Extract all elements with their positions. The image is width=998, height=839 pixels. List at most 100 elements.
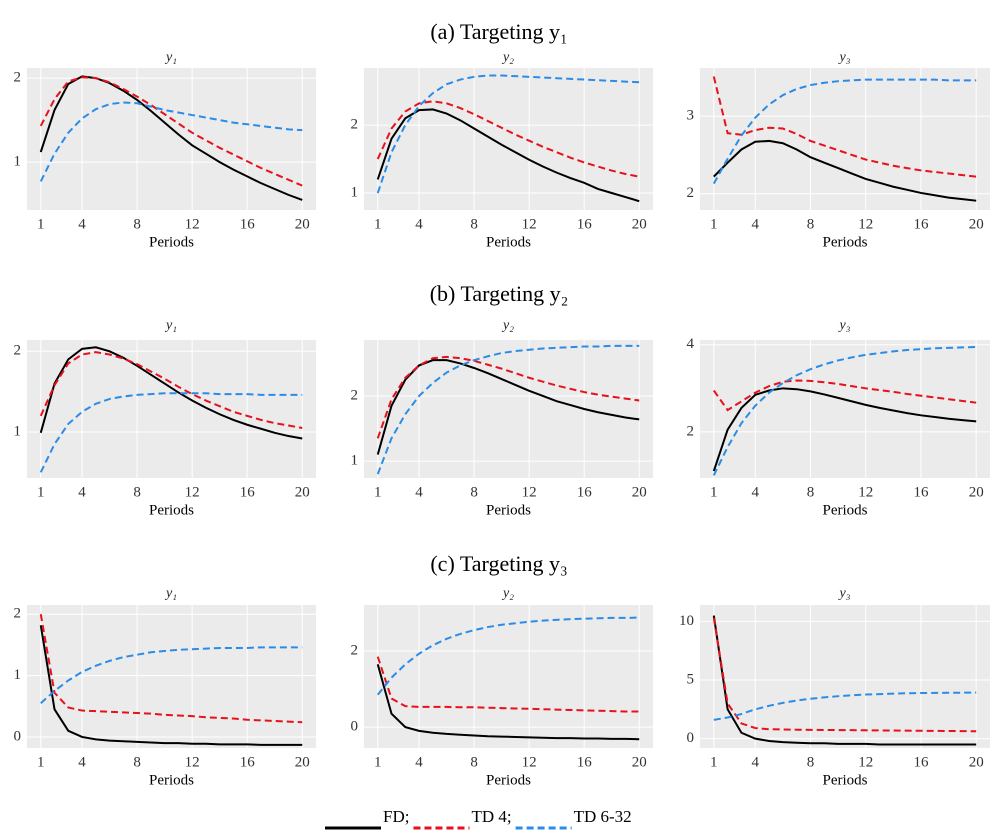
y-tick-label: 1 xyxy=(351,453,359,469)
plot-background xyxy=(27,605,316,748)
y-tick-label: 4 xyxy=(687,336,695,352)
x-tick-label: 12 xyxy=(185,216,200,232)
x-tick-label: 8 xyxy=(807,754,815,770)
panel-title: y₃ xyxy=(837,586,850,601)
series-line xyxy=(40,646,303,704)
x-axis-label: Periods xyxy=(149,502,194,518)
x-tick-label: 4 xyxy=(78,754,86,770)
plot-background xyxy=(364,68,653,210)
y-tick-label: 0 xyxy=(687,730,695,746)
legend-label: FD; xyxy=(383,807,409,826)
x-tick-label: 16 xyxy=(240,754,256,770)
series-line xyxy=(39,614,303,724)
x-tick-label: 20 xyxy=(632,216,647,232)
x-tick-label: 4 xyxy=(415,754,423,770)
x-tick-label: 16 xyxy=(913,484,929,500)
x-axis-label: Periods xyxy=(823,502,868,518)
x-axis-label: Periods xyxy=(149,772,194,788)
x-tick-label: 4 xyxy=(751,484,759,500)
legend-label: TD 6-32 xyxy=(574,807,632,826)
x-tick-label: 16 xyxy=(913,216,929,232)
x-axis-label: Periods xyxy=(486,772,531,788)
panel-title: y₂ xyxy=(501,586,514,601)
x-tick-label: 4 xyxy=(415,484,423,500)
x-tick-label: 12 xyxy=(185,484,200,500)
series-line xyxy=(376,108,640,203)
series-line xyxy=(376,100,640,178)
y-tick-label: 2 xyxy=(14,343,22,359)
x-tick-label: 1 xyxy=(374,216,382,232)
series-line xyxy=(39,625,303,746)
y-tick-label: 1 xyxy=(351,184,359,200)
legend-label: TD 4; xyxy=(471,807,511,826)
x-tick-label: 1 xyxy=(374,484,382,500)
x-tick-label: 12 xyxy=(858,754,873,770)
x-tick-label: 1 xyxy=(710,484,718,500)
x-tick-label: 20 xyxy=(632,754,647,770)
panel-title: y₂ xyxy=(501,318,514,333)
y-tick-label: 3 xyxy=(687,108,695,124)
y-tick-label: 2 xyxy=(687,185,695,201)
y-tick-label: 5 xyxy=(687,671,695,687)
y-tick-label: 1 xyxy=(14,423,22,439)
x-tick-label: 4 xyxy=(415,216,423,232)
y-tick-label: 2 xyxy=(351,387,359,403)
x-tick-label: 20 xyxy=(969,216,984,232)
x-tick-label: 8 xyxy=(807,484,815,500)
plot-background xyxy=(700,605,990,748)
panel-title: y₁ xyxy=(164,50,177,65)
section-title: (c) Targeting y₃ xyxy=(430,551,567,576)
x-tick-label: 1 xyxy=(37,484,45,500)
x-tick-label: 12 xyxy=(522,484,537,500)
y-tick-label: 1 xyxy=(14,667,22,683)
panel-title: y₃ xyxy=(837,318,850,333)
x-tick-label: 20 xyxy=(295,216,310,232)
x-tick-label: 16 xyxy=(240,484,256,500)
x-tick-label: 16 xyxy=(577,484,593,500)
x-axis-label: Periods xyxy=(823,772,868,788)
x-tick-label: 8 xyxy=(133,754,141,770)
x-tick-label: 12 xyxy=(858,484,873,500)
x-tick-label: 16 xyxy=(240,216,256,232)
x-tick-label: 8 xyxy=(470,216,478,232)
series-line xyxy=(712,379,977,412)
x-tick-label: 4 xyxy=(78,216,86,232)
y-tick-label: 2 xyxy=(14,70,22,86)
plot-background xyxy=(364,340,653,478)
series-line xyxy=(376,344,640,475)
x-tick-label: 4 xyxy=(751,216,759,232)
series-line xyxy=(713,691,977,721)
x-tick-label: 20 xyxy=(969,484,984,500)
y-tick-label: 1 xyxy=(14,154,22,170)
x-tick-label: 1 xyxy=(37,216,45,232)
series-line xyxy=(712,78,977,185)
x-tick-label: 12 xyxy=(185,754,200,770)
series-line xyxy=(712,615,977,746)
x-tick-label: 1 xyxy=(710,754,718,770)
series-line xyxy=(39,76,303,187)
plot-background xyxy=(700,68,990,210)
x-tick-label: 12 xyxy=(522,216,537,232)
series-line xyxy=(39,351,303,429)
x-tick-label: 20 xyxy=(632,484,647,500)
series-line xyxy=(376,355,640,439)
y-tick-label: 2 xyxy=(687,423,695,439)
x-tick-label: 16 xyxy=(577,754,593,770)
plot-background xyxy=(364,605,653,748)
x-tick-label: 8 xyxy=(470,484,478,500)
series-line xyxy=(376,616,640,696)
series-line xyxy=(39,392,303,473)
series-line xyxy=(712,387,977,472)
section-title: (a) Targeting y₁ xyxy=(430,19,567,44)
y-tick-label: 2 xyxy=(351,642,359,658)
series-line xyxy=(712,617,977,733)
x-tick-label: 20 xyxy=(295,754,310,770)
panel-title: y₃ xyxy=(837,50,850,65)
section-title: (b) Targeting y₂ xyxy=(430,281,569,306)
panel-title: y₁ xyxy=(164,318,177,333)
x-tick-label: 4 xyxy=(751,754,759,770)
x-axis-label: Periods xyxy=(149,234,194,250)
x-tick-label: 8 xyxy=(470,754,478,770)
